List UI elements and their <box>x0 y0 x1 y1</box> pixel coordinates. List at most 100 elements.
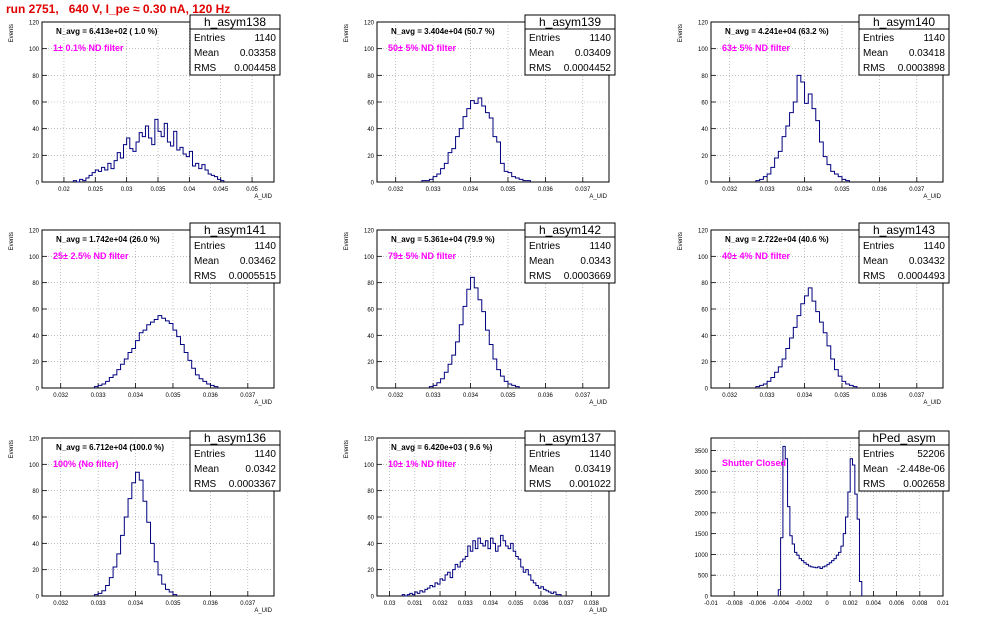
stats-value: 0.03432 <box>909 256 946 267</box>
y-tick-label: 20 <box>32 568 39 574</box>
histogram-name: h_asym143 <box>873 223 935 237</box>
filter-label: 1± 0.1% ND filter <box>53 43 124 53</box>
y-tick-label: 40 <box>32 334 39 340</box>
x-tick-label: 0.035 <box>500 393 516 399</box>
stats-value: 1140 <box>923 33 945 44</box>
stats-label: Mean <box>529 256 554 267</box>
filter-label: 10± 1% ND filter <box>388 459 456 469</box>
y-tick-label: 3500 <box>695 449 709 455</box>
y-tick-label: 20 <box>32 360 39 366</box>
x-tick-label: 0.037 <box>575 187 591 193</box>
filter-label: 100% (No filter) <box>53 459 119 469</box>
y-tick-label: 60 <box>367 516 374 522</box>
stats-box <box>524 444 616 492</box>
stats-value: 0.03358 <box>240 48 277 59</box>
x-tick-label: 0.035 <box>500 187 516 193</box>
navg-label: N_avg = 4.241e+04 (63.2 %) <box>725 27 829 36</box>
stats-box <box>858 28 950 76</box>
stats-box <box>858 444 950 492</box>
y-tick-label: 1500 <box>695 532 709 538</box>
x-tick-label: 0.034 <box>463 187 479 193</box>
stats-box <box>189 444 281 492</box>
panel-h_asym141: 0 20 40 60 80 100 120 0.032 0.033 0.034 0.035 0.036… <box>9 222 281 406</box>
x-tick-label: 0.034 <box>128 601 144 607</box>
stats-label: RMS <box>529 271 552 282</box>
x-tick-label: 0.036 <box>533 601 549 607</box>
x-tick-label: 0.033 <box>91 393 107 399</box>
stats-value: 0.0004493 <box>898 271 946 282</box>
stats-label: Entries <box>529 449 560 460</box>
navg-label: N_avg = 6.420e+03 ( 9.6 %) <box>391 443 493 452</box>
x-axis-title: A_UID <box>923 400 941 406</box>
y-tick-label: 120 <box>698 21 709 27</box>
stats-value: 0.002658 <box>903 479 945 490</box>
y-tick-label: 60 <box>367 101 374 107</box>
x-tick-label: -0.01 <box>704 601 718 607</box>
y-axis-title: Events <box>678 232 684 250</box>
y-tick-label: 60 <box>32 308 39 314</box>
y-tick-label: 0 <box>705 387 709 393</box>
y-axis-title: Events <box>9 232 15 250</box>
x-tick-label: 0.033 <box>760 393 776 399</box>
y-tick-label: 120 <box>698 229 709 235</box>
stats-value: 1140 <box>589 33 611 44</box>
stats-box <box>189 28 281 76</box>
histogram-line <box>755 74 850 182</box>
y-tick-label: 60 <box>701 308 708 314</box>
y-tick-label: 40 <box>367 542 374 548</box>
panel-h_asym138: 0 20 40 60 80 100 120 0.02 0.025 0.03 0.035 0.04 0.0… <box>9 14 281 200</box>
y-tick-label: 500 <box>698 574 709 580</box>
stats-value: 1140 <box>254 241 276 252</box>
y-tick-label: 40 <box>701 127 708 133</box>
x-tick-label: 0.032 <box>388 393 404 399</box>
stats-value: 0.0342 <box>245 464 276 475</box>
stats-label: RMS <box>529 479 552 490</box>
stats-label: RMS <box>863 479 886 490</box>
x-tick-label: -0.004 <box>772 601 790 607</box>
stats-box <box>524 28 616 76</box>
y-tick-label: 120 <box>364 229 375 235</box>
histogram-name: h_asym140 <box>873 15 935 29</box>
y-tick-label: 20 <box>367 568 374 574</box>
y-tick-label: 2500 <box>695 491 709 497</box>
navg-label: N_avg = 5.361e+04 (79.9 %) <box>391 235 495 244</box>
stats-label: RMS <box>529 63 552 74</box>
x-tick-label: 0.033 <box>760 187 776 193</box>
filter-label: 25± 2.5% ND filter <box>53 251 129 261</box>
stats-value: 52206 <box>917 449 945 460</box>
x-tick-label: 0.033 <box>426 187 442 193</box>
y-tick-label: 20 <box>32 154 39 160</box>
y-tick-label: 40 <box>367 334 374 340</box>
navg-label: N_avg = 1.742e+04 (26.0 %) <box>56 235 160 244</box>
y-tick-label: 80 <box>701 281 708 287</box>
histogram-name: hPed_asym <box>872 431 935 445</box>
y-tick-label: 80 <box>367 74 374 80</box>
x-axis-title: A_UID <box>589 194 607 200</box>
x-tick-label: 0.004 <box>866 601 882 607</box>
y-tick-label: 40 <box>367 127 374 133</box>
stats-label: Entries <box>529 241 560 252</box>
stats-value: 0.03418 <box>909 48 946 59</box>
x-tick-label: 0 <box>825 601 829 607</box>
x-tick-label: 0.032 <box>53 601 69 607</box>
stats-value: 1140 <box>589 241 611 252</box>
x-tick-label: 0.035 <box>834 187 850 193</box>
x-tick-label: 0.035 <box>150 187 166 193</box>
y-axis-title: Events <box>678 24 684 42</box>
x-tick-label: 0.032 <box>722 393 738 399</box>
stats-box <box>189 236 281 284</box>
x-axis-title: A_UID <box>254 608 272 614</box>
y-tick-label: 100 <box>364 255 375 261</box>
y-axis-title: Events <box>9 24 15 42</box>
x-tick-label: 0.035 <box>834 393 850 399</box>
y-tick-label: 120 <box>364 437 375 443</box>
stats-value: 1140 <box>254 449 276 460</box>
stats-label: RMS <box>194 63 217 74</box>
stats-label: Mean <box>863 48 888 59</box>
x-tick-label: 0.034 <box>483 601 499 607</box>
x-tick-label: 0.006 <box>889 601 905 607</box>
y-tick-label: 0 <box>371 387 375 393</box>
navg-label: N_avg = 3.404e+04 (50.7 %) <box>391 27 495 36</box>
